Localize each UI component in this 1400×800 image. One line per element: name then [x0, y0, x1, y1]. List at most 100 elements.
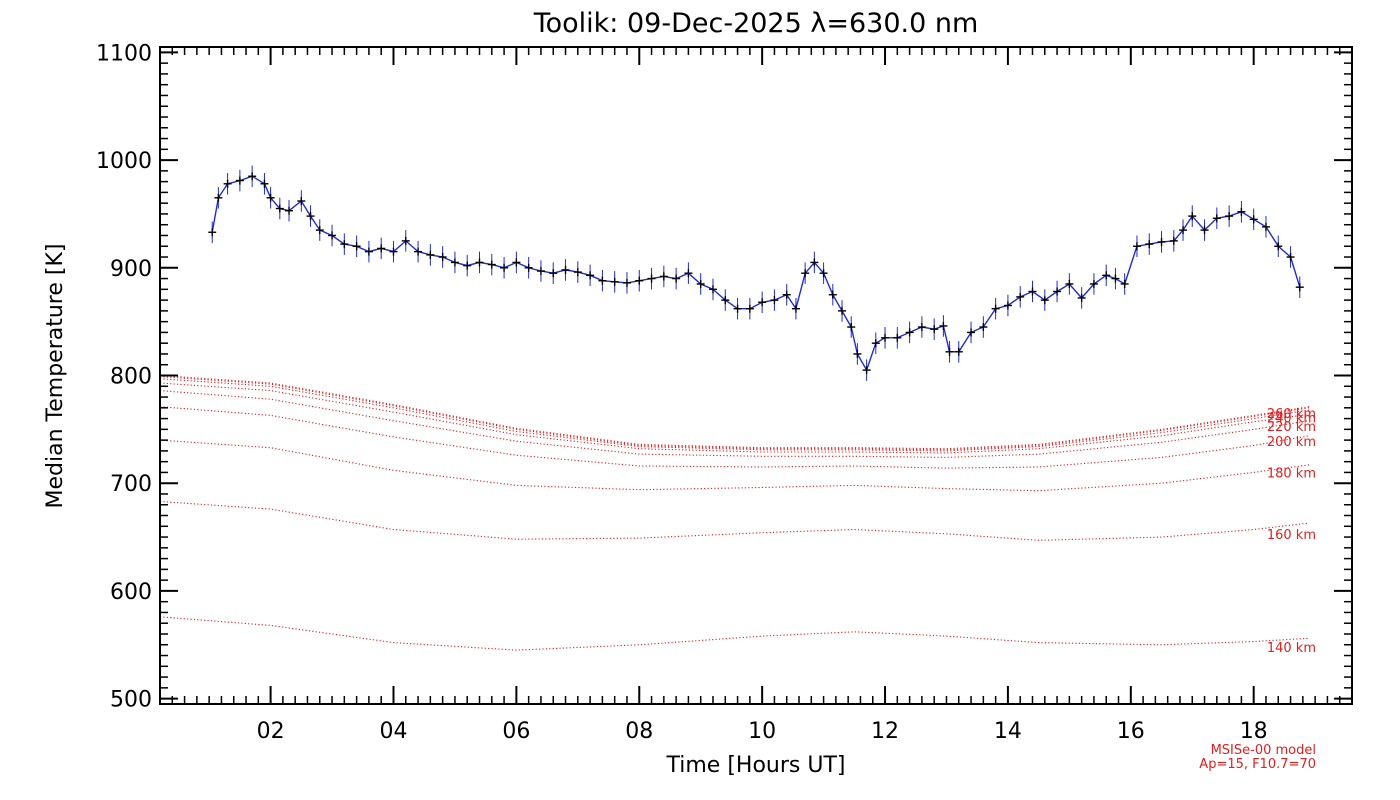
data-point [1188, 212, 1197, 221]
model-curve-220km [159, 390, 1310, 458]
data-point [524, 263, 533, 272]
model-note-line-1: MSISe-00 model [1211, 743, 1316, 758]
model-note-line-2: Ap=15, F10.7=70 [1199, 757, 1316, 772]
data-point [1102, 271, 1111, 280]
data-point [328, 231, 337, 240]
data-point [721, 296, 730, 305]
data-point [1286, 253, 1295, 262]
data-point [939, 321, 948, 330]
data-point [586, 271, 595, 280]
data-point [1132, 242, 1141, 251]
data-point [1261, 222, 1270, 231]
data-point [708, 285, 717, 294]
data-point [1040, 296, 1049, 305]
data-point [696, 279, 705, 288]
data-point [847, 323, 856, 332]
x-tick-label: 12 [871, 719, 899, 744]
model-curve-160km [159, 500, 1310, 541]
data-point [248, 172, 257, 181]
model-curve-300km [159, 374, 1310, 450]
data-point [208, 228, 217, 237]
measured-line [211, 175, 1301, 372]
model-curve-260km [159, 378, 1310, 452]
data-point [561, 265, 570, 274]
data-point [223, 179, 232, 188]
data-point [838, 306, 847, 315]
data-point [893, 333, 902, 342]
data-point [791, 304, 800, 313]
data-point [306, 212, 315, 221]
model-curve-180km [159, 439, 1310, 492]
data-point [917, 323, 926, 332]
data-point [340, 240, 349, 249]
data-point [1237, 207, 1246, 216]
data-point [684, 269, 693, 278]
data-point [1016, 292, 1025, 301]
data-point [426, 250, 435, 259]
model-label-260km: 260 km [1267, 407, 1316, 422]
data-point [235, 176, 244, 185]
data-point [1089, 279, 1098, 288]
y-tick-label: 700 [110, 472, 152, 497]
data-point [610, 277, 619, 286]
data-point [598, 276, 607, 285]
data-point [266, 193, 275, 202]
x-tick-label: 18 [1240, 719, 1268, 744]
data-point [770, 296, 779, 305]
data-point [487, 260, 496, 269]
data-point [1077, 293, 1086, 302]
model-curve-140km [159, 616, 1310, 651]
data-point [352, 242, 361, 251]
data-point [967, 328, 976, 337]
data-point [1053, 287, 1062, 296]
data-point [1111, 274, 1120, 283]
data-point [214, 193, 223, 202]
x-tick-label: 02 [257, 719, 285, 744]
data-point [315, 226, 324, 235]
y-tick-label: 1000 [96, 149, 152, 174]
data-point [450, 258, 459, 267]
data-point [758, 298, 767, 307]
data-point [819, 269, 828, 278]
model-label-140km: 140 km [1267, 641, 1316, 656]
data-point [647, 274, 656, 283]
data-point [414, 247, 423, 256]
data-point [573, 268, 582, 277]
data-point [1169, 236, 1178, 245]
data-point [297, 197, 306, 206]
plot-frame [159, 46, 1353, 705]
data-point [782, 290, 791, 299]
data-point [905, 328, 914, 337]
data-point [275, 204, 284, 213]
data-point [954, 347, 963, 356]
measured-series [208, 165, 1304, 381]
model-label-160km: 160 km [1267, 528, 1316, 543]
data-point [979, 323, 988, 332]
data-point [389, 247, 398, 256]
data-point [1120, 279, 1129, 288]
data-point [1065, 279, 1074, 288]
data-point [463, 261, 472, 270]
data-point [1028, 287, 1037, 296]
data-point [622, 278, 631, 287]
data-point [1003, 301, 1012, 310]
data-point [401, 236, 410, 245]
data-point [1274, 242, 1283, 251]
data-point [945, 347, 954, 356]
model-label-220km: 220 km [1267, 420, 1316, 435]
x-tick-label: 16 [1117, 719, 1145, 744]
x-tick-label: 06 [502, 719, 530, 744]
data-point [500, 263, 509, 272]
data-point [810, 258, 819, 267]
data-point [1157, 237, 1166, 246]
data-point [828, 290, 837, 299]
model-label-200km: 200 km [1267, 435, 1316, 450]
data-point [801, 269, 810, 278]
data-point [512, 258, 521, 267]
data-point [377, 244, 386, 253]
y-tick-label: 800 [110, 365, 152, 390]
data-point [1145, 240, 1154, 249]
model-label-180km: 180 km [1267, 466, 1316, 481]
x-tick-label: 04 [379, 719, 407, 744]
data-point [635, 276, 644, 285]
